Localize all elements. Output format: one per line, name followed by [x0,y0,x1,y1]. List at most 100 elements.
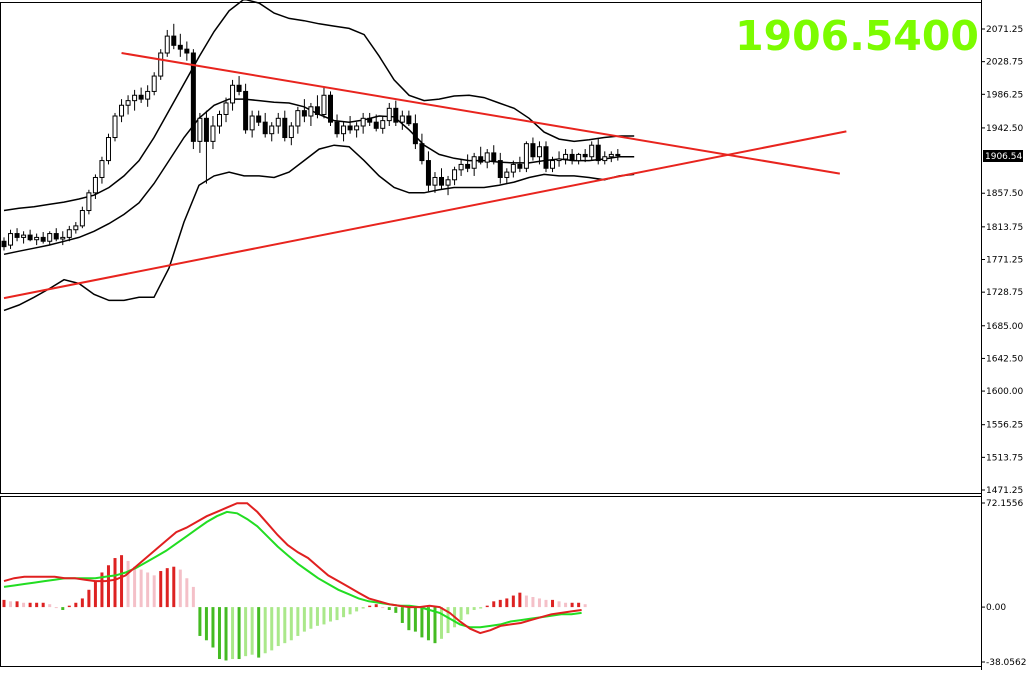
price-tick-label: 1600.00 [986,387,1023,397]
macd-hist-bar [407,607,411,631]
candle-body [145,90,151,100]
candle-body [8,233,14,246]
macd-hist-bar [204,607,208,641]
candle-body [334,121,340,135]
macd-hist-bar [440,607,444,639]
candle [569,149,575,165]
candle [40,232,46,244]
candle-body [458,163,464,171]
candle [582,149,588,163]
candle-body [184,48,190,54]
macd-hist-bar [270,607,274,651]
candle-body [282,117,288,139]
frame [0,0,982,670]
candle-body [399,115,405,123]
macd-hist-bar [152,575,156,608]
macd-hist-bar [185,578,189,608]
candle [491,145,497,165]
candle [360,112,366,134]
candle-body [171,35,177,46]
candle [164,29,170,57]
macd-hist-bar [577,602,581,608]
candle [412,114,418,150]
candle [393,100,399,127]
macd-hist-bar [309,607,313,629]
candle-body [308,106,314,117]
candle-body [14,233,20,238]
candle-body [314,106,320,115]
macd-hist-bar [413,607,417,632]
current-price-tag: 1906.54 [983,150,1023,162]
candle-body [295,110,301,127]
candle [504,168,510,184]
macd-hist-bar [87,589,91,608]
candle-body [517,163,523,169]
price-tick-label: 1513.75 [986,453,1023,463]
candle [8,229,14,249]
candle-body [216,113,222,127]
candle [34,233,40,246]
candle-body [354,125,360,131]
macd-hist-bar [381,607,385,609]
macd-hist-bar [479,607,483,609]
macd-hist-bar [466,607,470,615]
candle [471,152,477,176]
macd-hist-bar [120,555,124,608]
candle-body [530,143,536,158]
macd-hist-bar [48,604,52,608]
candle-body [380,120,386,129]
candle-body [419,143,425,162]
candle [386,102,392,127]
candle [576,152,582,165]
macd-hist-bar [387,607,391,610]
candle-body [491,152,497,162]
candle [256,110,262,127]
macd-hist-bar [342,607,346,618]
candle [439,168,445,190]
candle [243,83,249,134]
candle [236,76,242,96]
macd-hist-bar [511,595,515,608]
price-tick-label: 2071.25 [986,25,1023,35]
macd-hist-bar [80,598,84,608]
candle-body [543,146,549,169]
candle [47,231,53,246]
price-tick-label: 1728.75 [986,288,1023,298]
macd-hist-bar [74,602,78,608]
candle-body [119,104,125,117]
macd-hist-bar [459,607,463,621]
candle [230,79,236,111]
price-tick-label: 2028.75 [986,58,1023,68]
price-tick-label: 1556.25 [986,421,1023,431]
candles [1,23,621,251]
candle [419,133,425,165]
candle-body [99,160,105,178]
macd-hist-bar [263,607,267,654]
candle [615,149,621,161]
macd-hist-bar [289,607,293,641]
macd-signal-line [3,510,582,629]
candle [282,110,288,142]
candle-body [563,153,569,160]
price-tick-label: 1942.50 [986,124,1023,134]
candle-body [177,44,183,50]
candle-body [132,94,138,102]
candle [432,172,438,193]
candle [543,141,549,173]
macd-hist-bar [35,602,39,608]
candle-body [79,210,85,227]
macd-hist-bar [426,607,430,641]
macd-hist-bar [518,592,522,608]
macd-hist-bar [165,568,169,608]
candle [262,112,268,138]
candle [563,149,569,165]
candle-body [47,233,53,242]
candle-body [432,176,438,186]
candle [465,154,471,173]
price-tick-label: 1771.25 [986,256,1023,266]
macd-hist-bar [2,599,6,608]
candle [216,110,222,134]
candle-body [536,146,542,158]
price-tick-label: 1685.00 [986,322,1023,332]
